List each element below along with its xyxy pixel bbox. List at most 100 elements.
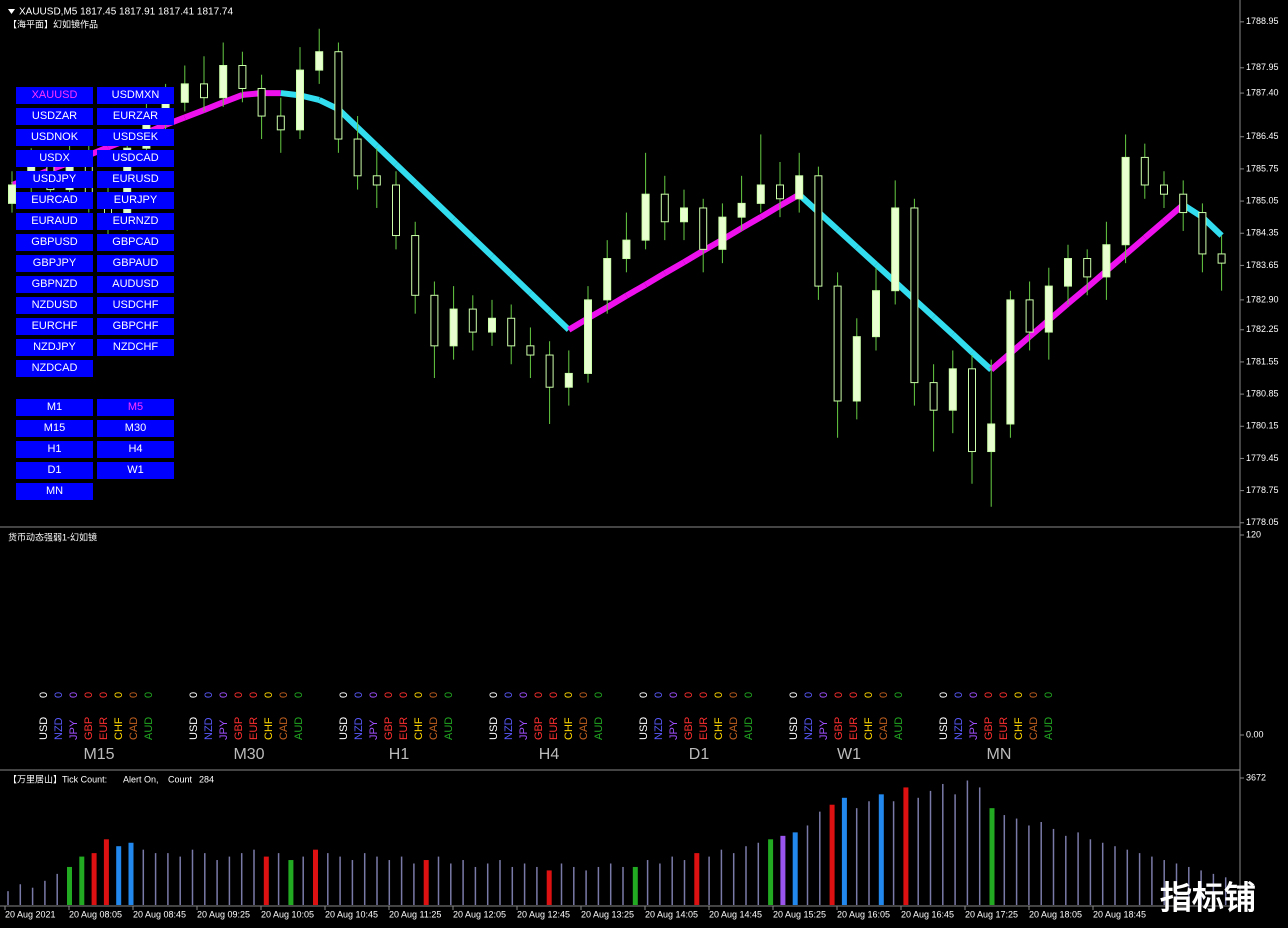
tick-bar xyxy=(302,856,304,905)
candle-body xyxy=(449,308,458,347)
symbol-button[interactable]: EURUSD xyxy=(97,171,174,188)
symbol-button[interactable]: GBPNZD xyxy=(16,276,93,293)
symbol-button[interactable]: AUDUSD xyxy=(97,276,174,293)
symbol-button[interactable]: M5 xyxy=(97,399,174,416)
strength-value: 0 xyxy=(503,692,515,698)
currency-label: NZD xyxy=(953,717,965,740)
candle-body xyxy=(641,193,650,241)
tick-bar xyxy=(437,856,440,905)
tick-bar xyxy=(351,860,354,905)
candle-body xyxy=(411,235,420,296)
candle-body xyxy=(756,184,765,204)
currency-label: JPY xyxy=(368,719,380,740)
strength-value: 0 xyxy=(653,692,665,698)
time-label: 20 Aug 18:45 xyxy=(1093,909,1146,919)
ma-segment xyxy=(931,314,955,337)
symbol-button[interactable]: USDMXN xyxy=(97,87,174,104)
strength-value: 0 xyxy=(398,692,410,698)
strength-value: 0 xyxy=(743,692,755,698)
tick-bar xyxy=(142,849,145,905)
symbol-button[interactable]: D1 xyxy=(16,462,93,479)
symbol-button[interactable]: MN xyxy=(16,483,93,500)
symbol-button[interactable]: EURNZD xyxy=(97,213,174,230)
strength-value: 0 xyxy=(1043,692,1055,698)
strength-value: 0 xyxy=(563,692,575,698)
candle-body xyxy=(507,317,516,347)
symbol-button[interactable]: USDJPY xyxy=(16,171,93,188)
y-tick-label: 1783.65 xyxy=(1246,260,1279,270)
tick-bar xyxy=(499,860,501,905)
symbol-button[interactable]: GBPCHF xyxy=(97,318,174,335)
symbol-button[interactable]: EURAUD xyxy=(16,213,93,230)
tick-bar xyxy=(263,856,269,905)
candle-body xyxy=(737,202,746,218)
candle-body xyxy=(1083,258,1092,278)
symbol-button[interactable]: W1 xyxy=(97,462,174,479)
tick-bar xyxy=(1028,825,1030,905)
symbol-button[interactable]: NZDCHF xyxy=(97,339,174,356)
tick-bar xyxy=(989,808,995,905)
symbol-button[interactable]: M15 xyxy=(16,420,93,437)
time-label: 20 Aug 17:25 xyxy=(965,909,1018,919)
symbol-button[interactable]: NZDJPY xyxy=(16,339,93,356)
symbol-button[interactable]: USDNOK xyxy=(16,129,93,146)
time-label: 20 Aug 08:45 xyxy=(133,909,186,919)
symbol-button[interactable]: GBPUSD xyxy=(16,234,93,251)
symbol-button[interactable]: XAUUSD xyxy=(16,87,93,104)
tick-count: 284 xyxy=(199,774,214,784)
y-tick-label: 0.00 xyxy=(1246,729,1264,739)
symbol-button[interactable]: NZDUSD xyxy=(16,297,93,314)
ma-segment xyxy=(393,162,418,185)
y-tick-label: 1788.95 xyxy=(1246,16,1279,26)
symbol-button[interactable]: M30 xyxy=(97,420,174,437)
symbol-button[interactable]: NZDCAD xyxy=(16,360,93,377)
y-tick-label: 1784.35 xyxy=(1246,228,1279,238)
symbol-button[interactable]: M1 xyxy=(16,399,93,416)
tick-bar xyxy=(56,873,58,905)
symbol-button[interactable]: GBPCAD xyxy=(97,234,174,251)
tick-bar xyxy=(1200,870,1202,905)
y-tick-label: 3672 xyxy=(1246,772,1266,782)
tick-bar xyxy=(1126,849,1129,905)
symbol-button[interactable]: EURCHF xyxy=(16,318,93,335)
strength-value: 0 xyxy=(443,692,455,698)
currency-label: AUD xyxy=(893,717,905,740)
currency-label: USD xyxy=(38,717,50,740)
currency-label: AUD xyxy=(293,717,305,740)
tick-bar xyxy=(1089,839,1092,905)
symbol-button[interactable]: USDX xyxy=(16,150,93,167)
currency-label: AUD xyxy=(1043,717,1055,740)
symbol-button[interactable]: H1 xyxy=(16,441,93,458)
candle-body xyxy=(968,368,976,453)
currency-label: GBP xyxy=(833,717,845,740)
ma-segment xyxy=(432,198,456,222)
symbol-button[interactable]: GBPJPY xyxy=(16,255,93,272)
symbol-button[interactable]: EURJPY xyxy=(97,192,174,209)
ma-segment xyxy=(451,217,475,241)
tick-bar xyxy=(116,846,122,905)
tick-bar xyxy=(868,801,870,905)
candle-body xyxy=(545,354,554,388)
currency-label: GBP xyxy=(233,717,245,740)
currency-label: JPY xyxy=(968,719,980,740)
symbol-button[interactable]: USDCAD xyxy=(97,150,174,167)
symbol-button[interactable]: USDZAR xyxy=(16,108,93,125)
candle-body xyxy=(1179,193,1188,214)
tick-bar xyxy=(474,866,477,905)
timeframe-label: MN xyxy=(987,746,1012,763)
symbol-button[interactable]: USDCHF xyxy=(97,297,174,314)
ma-segment xyxy=(1066,285,1090,306)
currency-label: EUR xyxy=(548,717,560,740)
symbol-button[interactable]: EURCAD xyxy=(16,192,93,209)
symbol-button[interactable]: USDSEK xyxy=(97,129,174,146)
tick-bar xyxy=(1138,853,1141,905)
y-tick-label: 1785.05 xyxy=(1246,195,1279,205)
candle-body xyxy=(1160,184,1168,195)
symbol-button[interactable]: GBPAUD xyxy=(97,255,174,272)
tick-bar xyxy=(288,860,294,905)
candle-body xyxy=(372,175,381,186)
symbol-button[interactable]: EURZAR xyxy=(97,108,174,125)
time-label: 20 Aug 14:05 xyxy=(645,909,698,919)
symbol-button[interactable]: H4 xyxy=(97,441,174,458)
tick-bar xyxy=(1212,873,1215,905)
